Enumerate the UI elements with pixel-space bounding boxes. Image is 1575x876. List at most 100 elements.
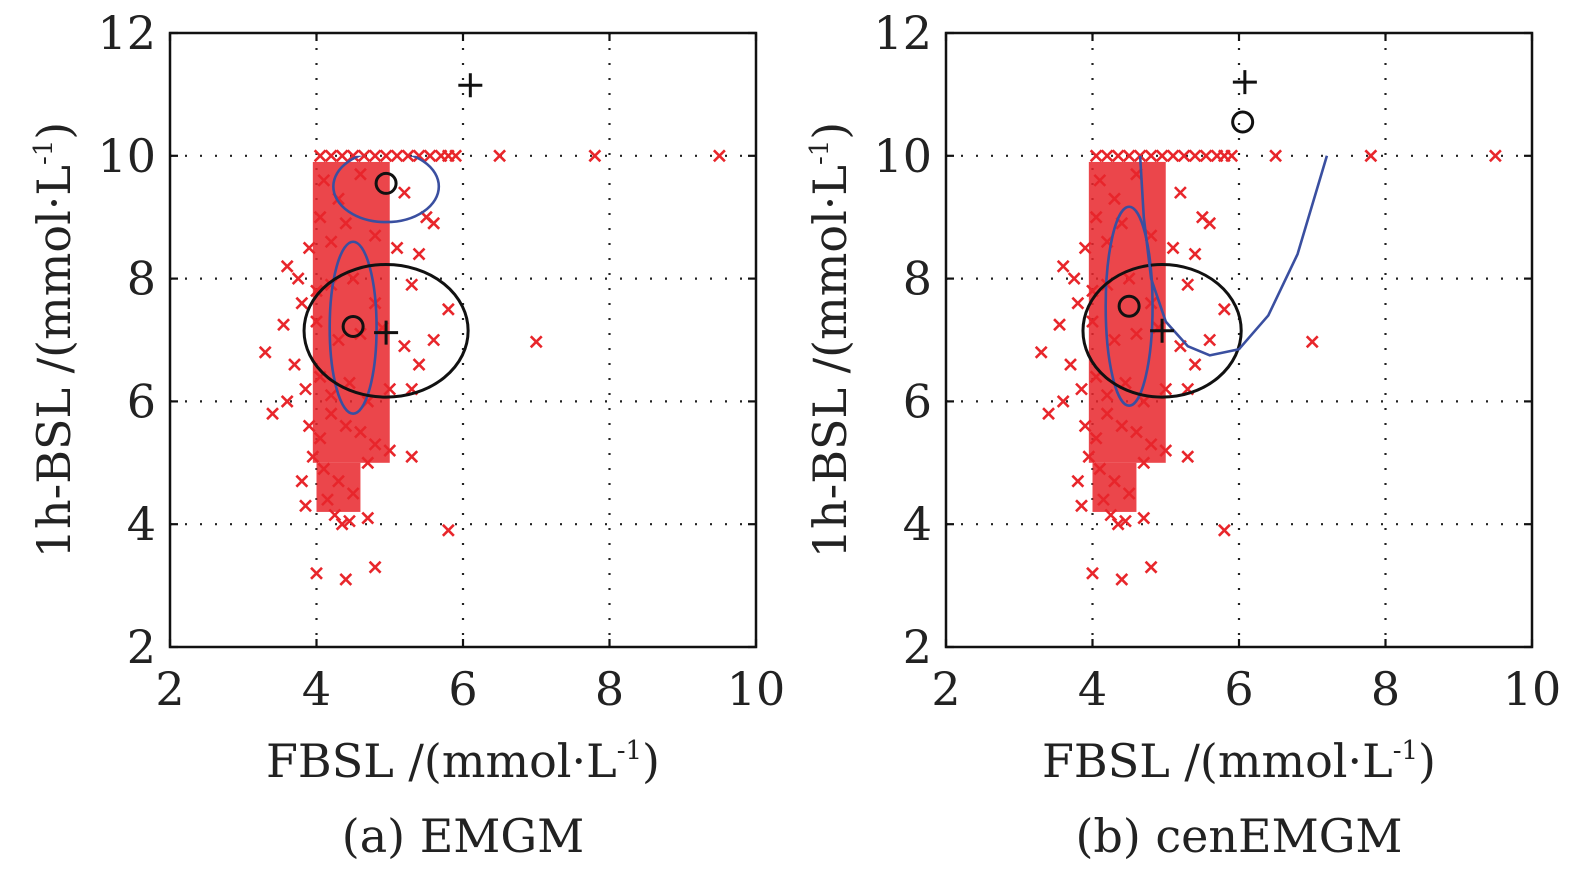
x-tick-label: 10 (1503, 662, 1562, 716)
data-point (280, 259, 294, 273)
data-point (1071, 296, 1085, 310)
data-point (1122, 149, 1136, 163)
data-point (295, 474, 309, 488)
y-tick-label: 4 (127, 497, 156, 551)
data-point (1199, 149, 1213, 163)
data-point (1100, 149, 1114, 163)
data-point (357, 149, 371, 163)
data-point (1056, 394, 1070, 408)
data-point (423, 149, 437, 163)
panel-caption: (a) EMGM (342, 809, 584, 863)
data-point (493, 149, 507, 163)
x-tick-label: 10 (727, 662, 786, 716)
data-point (1064, 358, 1077, 371)
x-tick-label: 6 (1224, 662, 1253, 716)
x-axis-label: FBSL /(mmol·L-1) (266, 734, 660, 788)
data-point (1188, 358, 1202, 371)
y-tick-label: 12 (873, 6, 932, 60)
data-point (1111, 149, 1125, 163)
data-point (280, 394, 294, 408)
data-point (449, 149, 463, 163)
plus-marker (374, 320, 399, 345)
data-point (405, 278, 419, 292)
y-tick-label: 10 (97, 129, 156, 183)
y-tick-label: 12 (97, 6, 156, 60)
data-point (1133, 149, 1147, 163)
data-point (288, 358, 301, 371)
y-tick-label: 10 (873, 129, 932, 183)
data-point (1181, 450, 1195, 464)
data-point (1203, 216, 1217, 230)
data-point (343, 514, 356, 528)
data-point (1166, 149, 1180, 163)
data-point (390, 149, 404, 163)
data-point (1115, 573, 1129, 586)
x-tick-label: 8 (1371, 662, 1400, 716)
blue-ellipse (328, 240, 378, 415)
data-point (335, 517, 349, 531)
data-point (1305, 335, 1319, 349)
panel-b: 2 4 6 8 10 2 4 6 8 10 12 FBSL /(mmol·L-1) 1h-BSL /(m… (803, 6, 1561, 863)
y-tick-label: 2 (903, 620, 932, 674)
data-point (1067, 272, 1081, 286)
x-tick-label: 4 (302, 662, 331, 716)
panel-caption: (b) cenEMGM (1075, 809, 1402, 863)
data-point (295, 296, 309, 310)
data-point (529, 335, 543, 349)
data-point (361, 511, 375, 525)
data-point (1269, 149, 1283, 163)
data-point (335, 149, 349, 163)
data-point (1173, 186, 1187, 200)
data-point (310, 566, 323, 580)
data-point (1488, 149, 1502, 163)
x-tick-label: 8 (595, 662, 624, 716)
data-point (1203, 333, 1217, 347)
data-point (1217, 523, 1231, 537)
point-cluster (1088, 161, 1166, 512)
y-axis-label: 1h-BSL /(mmol·L-1) (803, 122, 857, 558)
data-point (1089, 149, 1103, 163)
data-point (412, 247, 426, 261)
cluster-block (316, 462, 361, 512)
y-tick-label: 8 (903, 252, 932, 306)
x-tick-label: 4 (1078, 662, 1107, 716)
data-point (588, 149, 602, 163)
x-axis-label: FBSL /(mmol·L-1) (1042, 734, 1436, 788)
data-point (1056, 259, 1070, 273)
circle-marker (374, 171, 398, 195)
data-point (1144, 560, 1158, 574)
data-point (1034, 345, 1048, 359)
blue-ellipse (1104, 205, 1154, 407)
x-tick-label: 6 (448, 662, 477, 716)
data-point (412, 358, 426, 371)
y-tick-label: 6 (127, 374, 156, 428)
data-point (379, 149, 393, 163)
y-tick-label: 2 (127, 620, 156, 674)
data-point (1042, 407, 1055, 421)
data-point (368, 560, 382, 574)
data-point (1225, 149, 1239, 163)
plot-frame (168, 31, 758, 649)
data-point (1086, 566, 1099, 580)
cluster-block (312, 161, 390, 463)
data-point (401, 149, 415, 163)
panel-a: 2 4 6 8 10 2 4 6 8 10 12 FBSL /(mmol·L-1) 1h-BSL /(m… (27, 6, 785, 863)
circle-marker (1231, 110, 1255, 134)
x-tick-label: 2 (155, 662, 184, 716)
plus-marker (1232, 70, 1257, 95)
data-point (313, 149, 327, 163)
y-tick-label: 8 (127, 252, 156, 306)
y-axis-label: 1h-BSL /(mmol·L-1) (27, 122, 81, 558)
plus-marker (458, 73, 483, 98)
data-point (339, 573, 353, 586)
blue-curve (1138, 155, 1329, 357)
black-ellipse (302, 262, 470, 399)
circle-marker (1117, 294, 1141, 318)
data-point (1177, 149, 1191, 163)
data-point (258, 345, 272, 359)
data-point (299, 382, 312, 396)
data-point (397, 186, 411, 200)
data-point (1188, 247, 1202, 261)
data-point (427, 216, 441, 230)
